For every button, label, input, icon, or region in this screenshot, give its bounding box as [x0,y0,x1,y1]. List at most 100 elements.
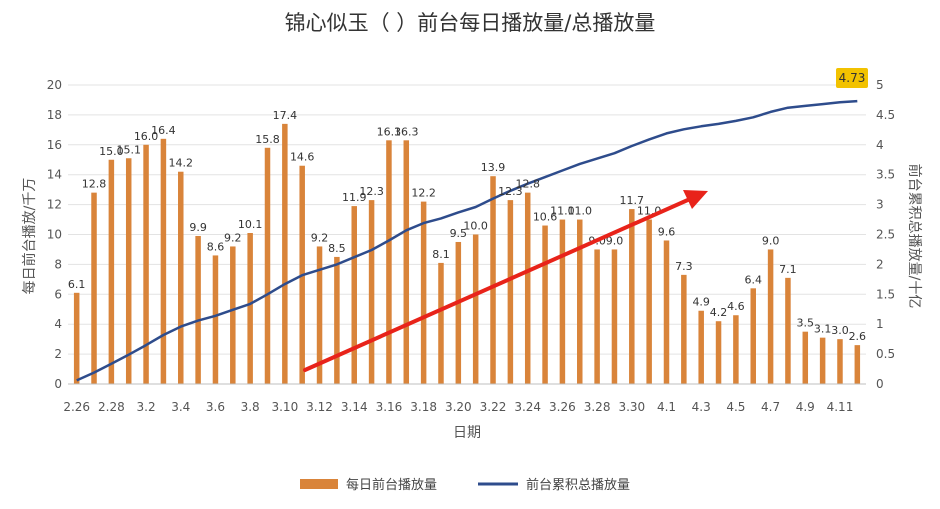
bar [785,277,791,384]
x-tick-label: 3.16 [376,400,403,414]
y-right-tick-label: 0 [876,377,884,391]
bar-data-label: 6.4 [744,273,762,286]
bar [767,249,774,384]
bar-data-label: 6.1 [68,278,86,291]
legend: 每日前台播放量 前台累积总播放量 [300,477,630,493]
bar [195,235,201,384]
bar-data-label: 4.2 [710,306,728,319]
y-right-tick-label: 3 [876,198,884,212]
y-right-tick-label: 1.5 [876,287,895,301]
bar-data-label: 12.8 [82,178,107,191]
bar-data-label: 3.1 [814,323,832,336]
bar [230,246,236,384]
final-total-label: 4.73 [839,71,866,85]
y-left-tick-label: 20 [47,78,62,92]
bar-data-label: 10.6 [533,211,558,224]
x-tick-label: 3.26 [549,400,576,414]
gridlines [68,84,866,355]
bar-data-label: 9.0 [762,234,780,247]
bar-data-label: 16.3 [394,125,419,138]
bar [160,138,167,384]
bar [715,321,722,384]
bar-data-label: 7.1 [779,263,797,276]
x-tick-label: 4.11 [827,400,854,414]
bar [854,345,861,384]
x-tick-label: 3.24 [514,400,541,414]
bar-data-label: 8.5 [328,242,346,255]
bar-data-label: 2.6 [849,330,867,343]
bar [559,219,566,384]
bar [542,225,548,384]
y-left-tick-label: 10 [47,228,62,242]
bar-data-label: 15.0 [99,145,124,158]
bar [490,176,496,384]
y-left-tick-label: 12 [47,198,62,212]
bar-data-label: 9.9 [189,221,207,234]
y-left-tick-label: 2 [54,347,62,361]
legend-bar-swatch [300,479,338,489]
y-left-tick-label: 16 [47,138,62,152]
y-left-tick-label: 14 [47,168,62,182]
x-tick-label: 4.7 [761,400,780,414]
bar [316,246,323,384]
bar [108,159,115,384]
bar [611,249,618,384]
bar [577,219,583,384]
y-left-tick-label: 6 [54,287,62,301]
x-tick-label: 2.28 [98,400,125,414]
bar [507,200,514,384]
bar-data-label: 12.3 [359,185,384,198]
y-left-tick-label: 8 [54,257,62,271]
bar-series [73,123,861,385]
bar [594,249,600,384]
x-tick-label: 4.9 [796,400,815,414]
x-tick-label: 3.14 [341,400,368,414]
bar-data-label: 4.6 [727,300,745,313]
bar-data-label: 4.9 [692,296,710,309]
bar [282,123,288,385]
y-left-tick-label: 0 [54,377,62,391]
x-axis-title: 日期 [453,425,481,441]
x-tick-label: 4.3 [692,400,711,414]
x-tick-label: 3.6 [206,400,225,414]
data-labels: 6.112.815.015.116.016.414.29.98.69.210.1… [68,109,866,343]
bar-data-label: 7.3 [675,260,693,273]
bar-data-label: 10.0 [463,220,488,233]
bar [264,147,271,384]
bar-data-label: 9.2 [311,231,329,244]
y-right-tick-label: 1 [876,317,884,331]
x-tick-label: 3.8 [241,400,260,414]
x-tick-label: 3.18 [410,400,437,414]
bar [368,200,375,384]
bar-data-label: 12.3 [498,185,523,198]
bar [420,201,427,384]
x-tick-label: 3.12 [306,400,333,414]
bar-data-label: 17.4 [273,109,298,122]
bar [750,288,756,384]
bar-data-label: 11.0 [550,205,575,218]
y-left-tick-label: 4 [54,317,62,331]
y-right-tick-label: 4 [876,138,884,152]
y-axis-right-title: 前台累积总播放量/十亿 [906,164,923,309]
bar-data-label: 13.9 [481,161,506,174]
bar [73,292,80,384]
bar-data-label: 14.2 [169,157,194,170]
y-right-tick-label: 2 [876,257,884,271]
bar-data-label: 3.5 [797,317,815,330]
bar [629,209,635,384]
bar-data-label: 16.3 [377,125,402,138]
bar [247,233,253,384]
x-tick-label: 3.30 [618,400,645,414]
bar-data-label: 11.0 [568,205,593,218]
y-left-tick-label: 18 [47,108,62,122]
bar [91,192,97,384]
x-tick-label: 3.22 [480,400,507,414]
bar-data-label: 12.2 [411,187,436,200]
bar-data-label: 14.6 [290,151,315,164]
bar [455,241,462,384]
chart-title: 锦心似玉（ ）前台每日播放量/总播放量 [285,11,656,35]
bar-data-label: 8.1 [432,248,450,261]
x-tick-label: 3.2 [137,400,156,414]
legend-bar-label: 每日前台播放量 [346,477,437,493]
bar-data-label: 9.5 [450,227,468,240]
